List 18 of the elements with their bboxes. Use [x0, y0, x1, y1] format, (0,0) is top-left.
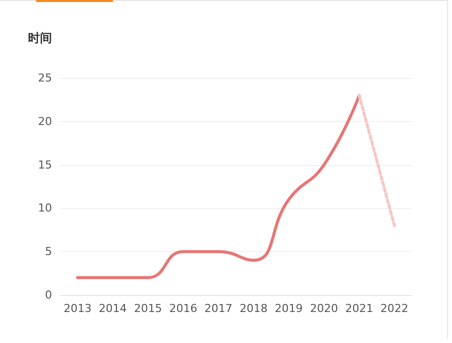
- x-tick-label: 2016: [169, 302, 198, 315]
- x-tick-label: 2022: [380, 302, 408, 315]
- y-tick-label: 15: [38, 158, 52, 172]
- x-tick-label: 2018: [240, 302, 268, 315]
- y-axis-title: 时间: [28, 31, 52, 45]
- y-tick-label: 20: [38, 114, 52, 128]
- y-tick-label: 0: [45, 288, 52, 302]
- x-tick-label: 2014: [98, 302, 127, 315]
- y-tick-label: 5: [45, 245, 52, 258]
- y-tick-label: 25: [38, 72, 52, 84]
- line-series: [76, 94, 361, 280]
- x-tick-label: 2013: [64, 302, 92, 315]
- x-tick-label: 2015: [134, 302, 162, 315]
- x-tick-label: 2019: [274, 302, 303, 315]
- x-tick-label: 2020: [310, 302, 338, 315]
- y-tick-label: 10: [38, 202, 52, 215]
- x-tick-label: 2017: [204, 302, 232, 315]
- x-tick-label: 2021: [345, 302, 374, 315]
